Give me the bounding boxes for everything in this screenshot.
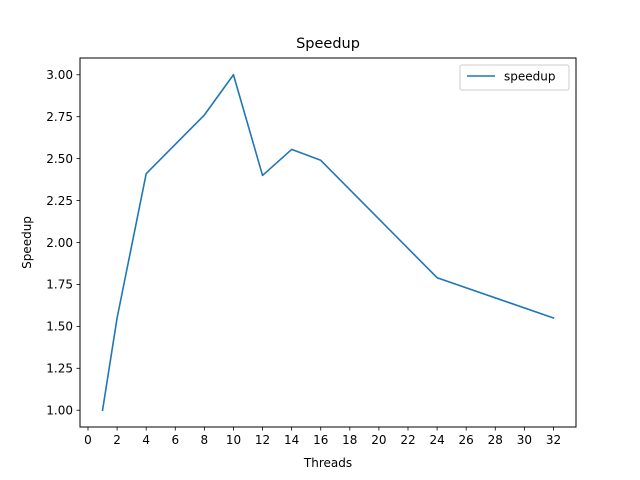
y-tick-label: 2.75 — [46, 110, 73, 124]
x-tick-label: 20 — [371, 433, 386, 447]
plot-area — [79, 57, 577, 428]
y-tick-label: 2.50 — [46, 152, 73, 166]
x-axis-label: Threads — [303, 456, 352, 470]
x-tick-label: 16 — [313, 433, 328, 447]
legend-label: speedup — [504, 70, 555, 84]
y-tick-label: 2.00 — [46, 236, 73, 250]
x-tick-label: 24 — [429, 433, 444, 447]
x-tick-label: 32 — [546, 433, 561, 447]
legend: speedup — [459, 64, 570, 91]
legend-box — [459, 64, 570, 91]
y-axis-label: Speedup — [20, 216, 34, 269]
x-tick-label: 30 — [517, 433, 532, 447]
x-tick-label: 18 — [342, 433, 357, 447]
y-tick-label: 1.50 — [46, 320, 73, 334]
y-axis: 1.00 1.25 1.50 1.75 2.00 2.25 2.50 2.75 3.00 — [46, 68, 80, 418]
x-tick-label: 4 — [142, 433, 150, 447]
x-tick-label: 10 — [226, 433, 241, 447]
plot-frame — [79, 57, 577, 428]
series-layer — [101, 73, 555, 412]
x-tick-label: 12 — [255, 433, 270, 447]
x-tick-label: 14 — [284, 433, 299, 447]
y-tick-label: 3.00 — [46, 68, 73, 82]
x-tick-label: 22 — [400, 433, 415, 447]
x-tick-label: 8 — [201, 433, 209, 447]
x-tick-label: 28 — [488, 433, 503, 447]
series-line-speedup — [101, 73, 555, 412]
y-tick-label: 1.25 — [46, 362, 73, 376]
chart-title: Speedup — [296, 36, 360, 52]
x-tick-label: 0 — [84, 433, 92, 447]
y-tick-label: 2.25 — [46, 194, 73, 208]
y-tick-label: 1.75 — [46, 278, 73, 292]
x-axis: 0 2 4 6 8 10 12 14 16 18 20 22 24 26 28 30 32 — [84, 427, 561, 447]
y-tick-label: 1.00 — [46, 404, 73, 418]
x-tick-label: 6 — [171, 433, 179, 447]
x-tick-label: 26 — [459, 433, 474, 447]
x-tick-label: 2 — [113, 433, 121, 447]
